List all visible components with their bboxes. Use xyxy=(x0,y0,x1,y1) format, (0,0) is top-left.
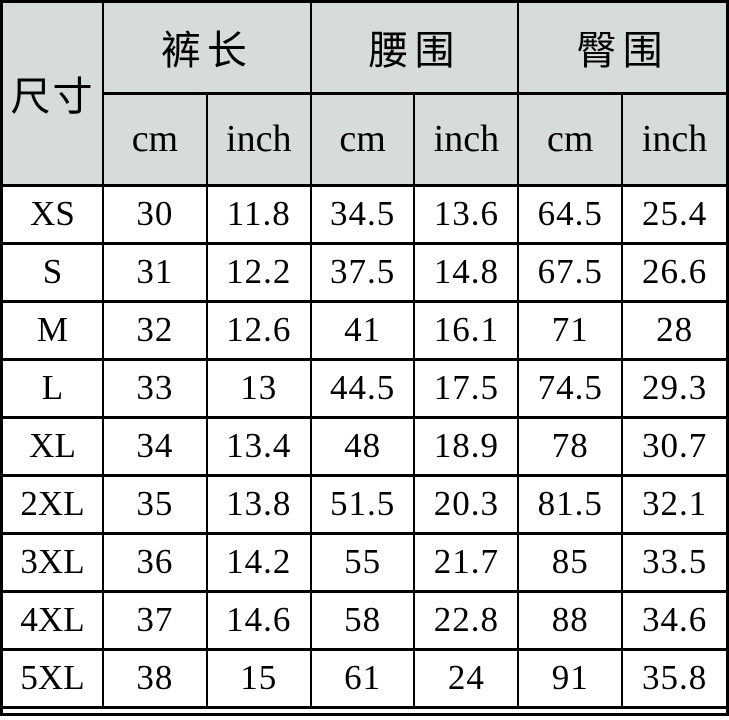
value-cell: 16.1 xyxy=(413,299,520,361)
value-cell: 51.5 xyxy=(309,473,416,535)
unit-header-waist-inch: inch xyxy=(413,91,520,187)
value-cell: 36 xyxy=(102,531,208,593)
value-cell: 12.2 xyxy=(205,241,312,303)
table-row-xl: XL 34 13.4 48 18.9 78 30.7 xyxy=(3,415,726,477)
value-cell: 74.5 xyxy=(517,357,624,419)
value-cell: 17.5 xyxy=(413,357,520,419)
value-cell: 71 xyxy=(517,299,624,361)
value-cell: 18.9 xyxy=(413,415,520,477)
value-cell: 34.6 xyxy=(621,589,726,651)
value-cell: 78 xyxy=(517,415,624,477)
value-cell: 81.5 xyxy=(517,473,624,535)
value-cell: 34 xyxy=(102,415,208,477)
value-cell: 37.5 xyxy=(309,241,416,303)
value-cell: 31 xyxy=(102,241,208,303)
size-cell: 3XL xyxy=(3,531,104,593)
value-cell: 61 xyxy=(309,647,416,709)
value-cell: 15 xyxy=(205,647,312,709)
table-row-l: L 33 13 44.5 17.5 74.5 29.3 xyxy=(3,357,726,419)
table-row-m: M 32 12.6 41 16.1 71 28 xyxy=(3,299,726,361)
value-cell: 35 xyxy=(102,473,208,535)
group-header-waist: 腰围 xyxy=(309,3,520,95)
value-cell: 85 xyxy=(517,531,624,593)
table-row-4xl: 4XL 37 14.6 58 22.8 88 34.6 xyxy=(3,589,726,651)
value-cell: 91 xyxy=(517,647,624,709)
unit-header-waist-cm: cm xyxy=(309,91,416,187)
size-cell: 2XL xyxy=(3,473,104,535)
unit-header-pants-length-cm: cm xyxy=(103,91,208,187)
value-cell: 25.4 xyxy=(621,183,726,245)
value-cell: 32 xyxy=(102,299,208,361)
value-cell: 12.6 xyxy=(205,299,312,361)
value-cell: 24 xyxy=(413,647,520,709)
value-cell: 13.8 xyxy=(205,473,312,535)
value-cell: 41 xyxy=(309,299,416,361)
size-cell: XL xyxy=(3,415,104,477)
value-cell: 13 xyxy=(205,357,312,419)
value-cell: 14.8 xyxy=(413,241,520,303)
value-cell: 88 xyxy=(517,589,624,651)
unit-header-pants-length-inch: inch xyxy=(205,91,312,187)
size-cell: S xyxy=(3,241,104,303)
unit-header-hip-inch: inch xyxy=(621,91,726,187)
value-cell: 48 xyxy=(309,415,416,477)
value-cell: 33.5 xyxy=(621,531,726,593)
size-cell: M xyxy=(3,299,104,361)
value-cell: 30.7 xyxy=(621,415,726,477)
value-cell: 35.8 xyxy=(621,647,726,709)
value-cell: 26.6 xyxy=(621,241,726,303)
value-cell: 38 xyxy=(102,647,208,709)
value-cell: 33 xyxy=(102,357,208,419)
value-cell: 13.4 xyxy=(205,415,312,477)
value-cell: 21.7 xyxy=(413,531,520,593)
value-cell: 28 xyxy=(621,299,726,361)
unit-header-row: cm inch cm inch cm inch xyxy=(3,91,726,187)
table-row-3xl: 3XL 36 14.2 55 21.7 85 33.5 xyxy=(3,531,726,593)
value-cell: 67.5 xyxy=(517,241,624,303)
size-cell: 4XL xyxy=(3,589,104,651)
group-header-pants-length: 裤长 xyxy=(102,3,312,95)
value-cell: 30 xyxy=(102,183,208,245)
value-cell: 34.5 xyxy=(309,183,416,245)
value-cell: 29.3 xyxy=(621,357,726,419)
group-header-hip: 臀围 xyxy=(517,3,726,95)
value-cell: 11.8 xyxy=(205,183,312,245)
value-cell: 20.3 xyxy=(413,473,520,535)
group-header-row: 尺寸 裤长 腰围 臀围 xyxy=(3,3,726,187)
table-row-2xl: 2XL 35 13.8 51.5 20.3 81.5 32.1 xyxy=(3,473,726,535)
value-cell: 32.1 xyxy=(621,473,726,535)
value-cell: 13.6 xyxy=(413,183,520,245)
value-cell: 37 xyxy=(102,589,208,651)
table-row-s: S 31 12.2 37.5 14.8 67.5 26.6 xyxy=(3,241,726,303)
size-cell: 5XL xyxy=(3,647,104,709)
value-cell: 55 xyxy=(309,531,416,593)
value-cell: 58 xyxy=(309,589,416,651)
size-cell: XS xyxy=(3,183,104,245)
value-cell: 14.6 xyxy=(205,589,312,651)
value-cell: 22.8 xyxy=(413,589,520,651)
table-row-xs: XS 30 11.8 34.5 13.6 64.5 25.4 xyxy=(3,183,726,245)
table-row-5xl: 5XL 38 15 61 24 91 35.8 xyxy=(3,647,726,709)
value-cell: 14.2 xyxy=(205,531,312,593)
unit-header-hip-cm: cm xyxy=(517,91,624,187)
size-chart-table: 尺寸 裤长 腰围 臀围 cm inch cm inch cm inch XS 3… xyxy=(3,3,726,709)
size-column-header: 尺寸 xyxy=(3,3,104,187)
value-cell: 64.5 xyxy=(517,183,624,245)
size-cell: L xyxy=(3,357,104,419)
value-cell: 44.5 xyxy=(309,357,416,419)
